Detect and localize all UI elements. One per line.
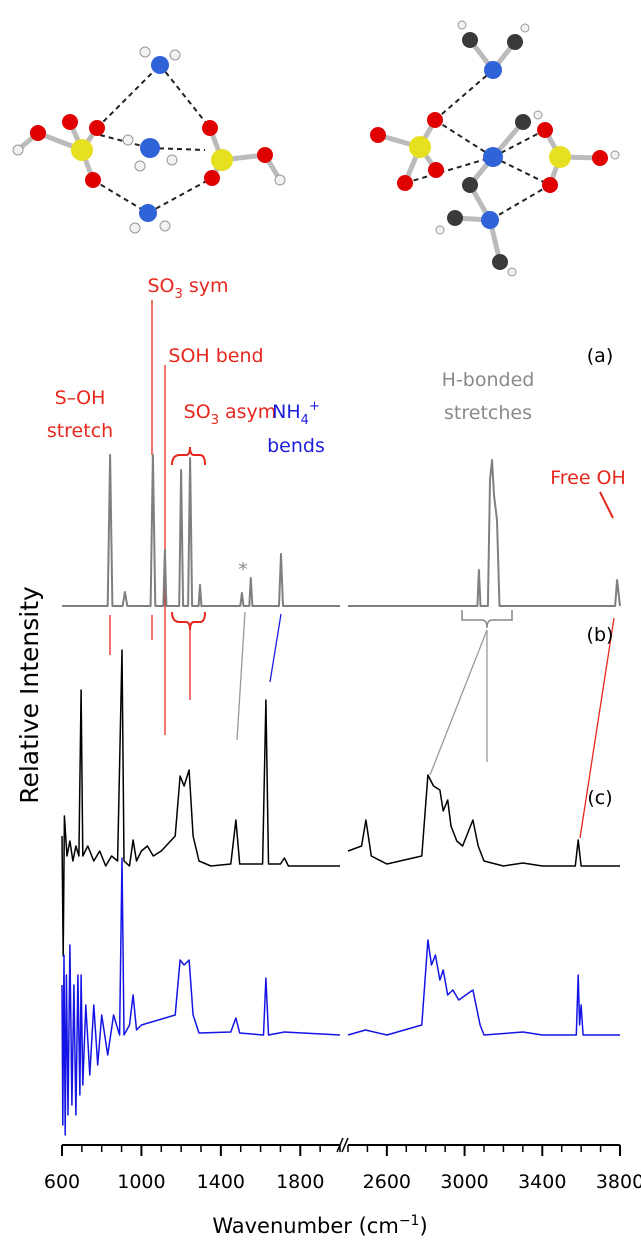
x-tick-label: 1400 <box>197 1171 245 1193</box>
figure: S–OH stretch SO3 sym SOH bend SO3 asym H… <box>0 0 641 1248</box>
annotation-part: 3 <box>211 413 219 428</box>
annotation-part: + <box>309 399 320 414</box>
annotation: * <box>238 559 248 581</box>
panel-label: (a) <box>587 345 613 367</box>
spectrum <box>62 455 620 606</box>
x-tick-label: 2600 <box>363 1171 411 1193</box>
x-axis-label-part: −1 <box>399 1213 420 1229</box>
x-axis-label: Wavenumber (cm−1) <box>212 1213 427 1238</box>
page: {"chart_data": { "type": "line", "ylabel… <box>0 0 641 1248</box>
annotation-part: NH <box>272 401 301 423</box>
x-tick-label: 3800 <box>596 1171 641 1193</box>
annotation-part: asym <box>219 401 276 423</box>
x-tick-label: 3400 <box>518 1171 566 1193</box>
annotation-part: SO <box>184 401 211 423</box>
annotation-part: sym <box>183 275 229 297</box>
annotation: NH4+ <box>272 399 320 428</box>
annotation: S–OH <box>55 387 106 409</box>
x-tick-label: 1000 <box>117 1171 165 1193</box>
annotation: SO3 sym <box>148 275 229 302</box>
molecule-right <box>370 21 619 276</box>
x-tick-label: 3000 <box>440 1171 488 1193</box>
annotation-part: 3 <box>175 287 183 302</box>
spectrum <box>62 650 620 956</box>
annotation-part: 4 <box>301 413 309 428</box>
x-axis-label-part: ) <box>419 1214 427 1238</box>
x-tick-label: 600 <box>44 1171 80 1193</box>
annotation: stretches <box>444 402 532 424</box>
annotation: Free OH <box>550 467 626 489</box>
annotation-part: SO <box>148 275 175 297</box>
x-axis-label-part: Wavenumber (cm <box>212 1214 398 1238</box>
annotation: H-bonded <box>442 369 535 391</box>
panel-label: (c) <box>587 787 612 809</box>
panel-label: (b) <box>587 624 614 646</box>
molecule-left <box>13 47 285 233</box>
x-tick-label: 1800 <box>276 1171 324 1193</box>
annotation: stretch <box>47 420 113 442</box>
annotation: SOH bend <box>168 345 263 367</box>
annotation: bends <box>267 435 325 457</box>
y-axis-label: Relative Intensity <box>15 586 44 804</box>
annotation: SO3 asym <box>184 401 277 428</box>
connectors <box>110 300 614 838</box>
spectrum <box>62 858 620 1135</box>
